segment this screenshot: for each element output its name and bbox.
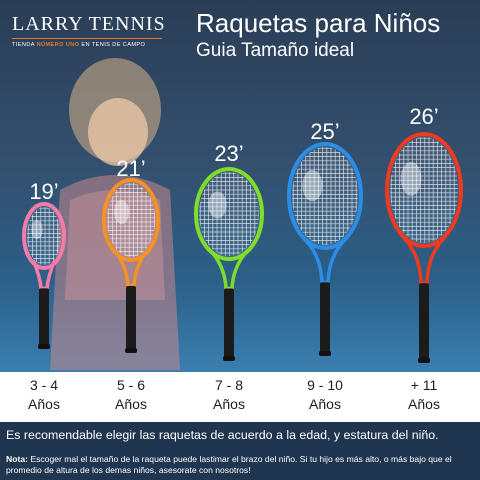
racket-4	[287, 142, 363, 356]
age-label-2: 5 - 6 Años	[96, 376, 166, 414]
age-unit: Años	[213, 396, 245, 412]
age-range: 7 - 8	[214, 377, 243, 393]
note-body: Escoger mal el tamaño de la raqueta pued…	[6, 454, 452, 475]
age-unit: Años	[115, 396, 147, 412]
recommendation-text: Es recomendable elegir las raquetas de a…	[6, 428, 439, 442]
background-photo	[0, 0, 480, 372]
age-unit: Años	[28, 396, 60, 412]
racket-2	[102, 178, 160, 353]
brand-tagline: TIENDA NÚMERO UNO EN TENIS DE CAMPO	[12, 42, 172, 48]
racket-size-label-1: 19’	[29, 179, 59, 204]
racket-3	[194, 167, 264, 361]
age-range: 3 - 4	[29, 377, 58, 393]
age-range: 9 - 10	[307, 377, 343, 393]
tagline-highlight: NÚMERO UNO	[36, 42, 80, 48]
page-title: Raquetas para Niños	[196, 8, 441, 38]
racket-5	[385, 132, 463, 363]
age-unit: Años	[309, 396, 341, 412]
age-unit: Años	[408, 396, 440, 412]
tagline-prefix: TIENDA	[12, 42, 35, 48]
brand-divider	[12, 38, 162, 39]
age-label-3: 7 - 8 Años	[194, 376, 264, 414]
age-range: + 11	[410, 377, 438, 393]
info-footer: Es recomendable elegir las raquetas de a…	[0, 422, 480, 480]
age-row: 3 - 4 Años 5 - 6 Años 7 - 8 Años 9 - 10 Años + 1…	[0, 372, 480, 422]
tagline-suffix: EN TENIS DE CAMPO	[81, 42, 146, 48]
racket-size-label-2: 21’	[116, 156, 146, 181]
age-range: 5 - 6	[116, 377, 145, 393]
note-text: Nota: Escoger mal el tamaño de la raquet…	[6, 454, 476, 476]
racket-size-label-4: 25’	[310, 119, 340, 144]
brand-logo: LARRY TENNIS TIENDA NÚMERO UNO EN TENIS …	[12, 8, 172, 48]
rackets-illustration	[22, 132, 463, 363]
racket-1	[22, 202, 66, 349]
racket-size-label-3: 23’	[214, 141, 244, 166]
brand-name: LARRY TENNIS	[12, 13, 166, 35]
age-label-1: 3 - 4 Años	[9, 376, 79, 414]
age-label-4: 9 - 10 Años	[290, 376, 360, 414]
racket-size-label-5: 26’	[409, 104, 439, 129]
note-label: Nota:	[6, 454, 28, 464]
age-label-5: + 11 Años	[389, 376, 459, 414]
page-subtitle: Guia Tamaño ideal	[196, 40, 355, 61]
